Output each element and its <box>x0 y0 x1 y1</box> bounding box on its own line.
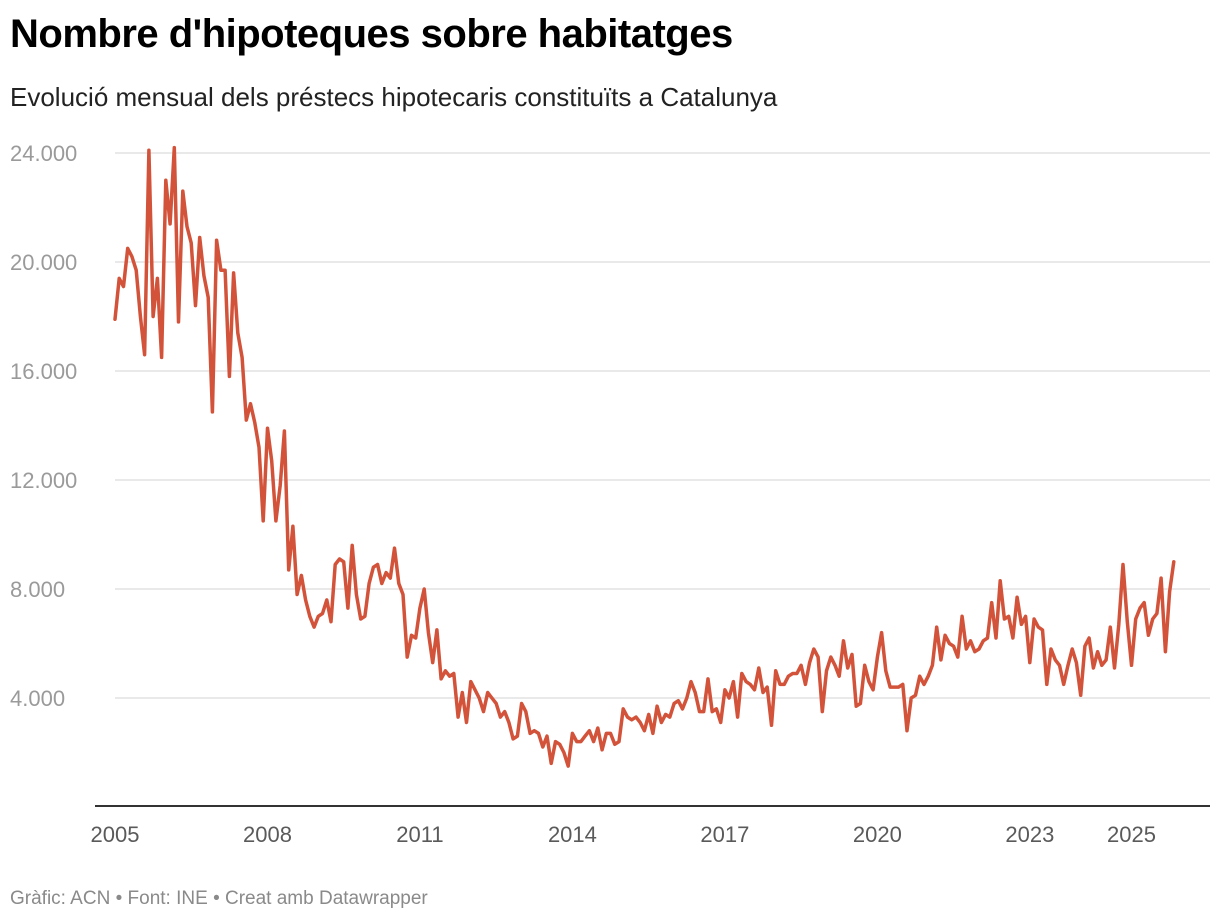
x-tick-label: 2011 <box>396 822 443 847</box>
x-tick-label: 2020 <box>853 822 902 847</box>
x-tick-label: 2017 <box>700 822 749 847</box>
footer-datawrapper-link[interactable]: Creat amb Datawrapper <box>225 888 428 909</box>
chart-subtitle: Evolució mensual dels préstecs hipotecar… <box>10 82 778 112</box>
y-tick-label: 20.000 <box>10 250 77 275</box>
x-tick-label: 2025 <box>1107 822 1156 847</box>
x-tick-label: 2023 <box>1005 822 1054 847</box>
series-line-hipoteques <box>113 145 1176 768</box>
y-tick-label: 8.000 <box>10 577 65 602</box>
y-tick-label: 12.000 <box>10 468 77 493</box>
footer-separator: • <box>213 888 220 909</box>
footer-source[interactable]: Font: INE <box>127 888 208 909</box>
y-tick-label: 4.000 <box>10 686 65 711</box>
footer-chart-credit: Gràfic: ACN <box>10 888 111 909</box>
chart-footer: Gràfic: ACN • Font: INE • Creat amb Data… <box>10 888 428 910</box>
y-tick-label: 16.000 <box>10 359 77 384</box>
x-tick-label: 2005 <box>91 822 140 847</box>
x-tick-label: 2014 <box>548 822 597 847</box>
footer-separator: • <box>115 888 123 909</box>
chart-title: Nombre d'hipoteques sobre habitatges <box>10 12 733 56</box>
y-tick-label: 24.000 <box>10 141 77 166</box>
x-tick-label: 2008 <box>243 822 292 847</box>
